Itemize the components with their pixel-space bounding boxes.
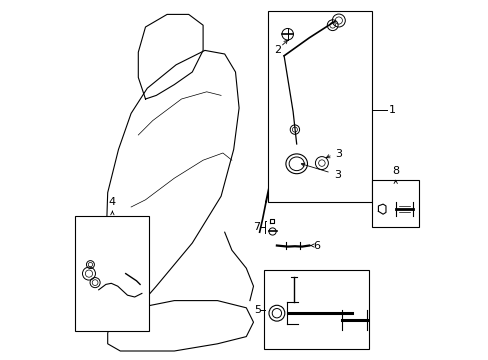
Text: 6: 6: [312, 240, 319, 251]
Text: 3: 3: [333, 170, 340, 180]
Text: 2: 2: [273, 45, 280, 55]
Text: 3: 3: [335, 149, 342, 159]
Bar: [264, 270, 368, 349]
Text: 1: 1: [387, 105, 395, 115]
Text: 8: 8: [391, 166, 398, 176]
Text: 7: 7: [253, 222, 260, 232]
Text: 4: 4: [109, 197, 116, 207]
Bar: [371, 180, 418, 227]
Bar: [75, 216, 149, 331]
Text: 5: 5: [253, 305, 260, 315]
Bar: [267, 11, 371, 202]
